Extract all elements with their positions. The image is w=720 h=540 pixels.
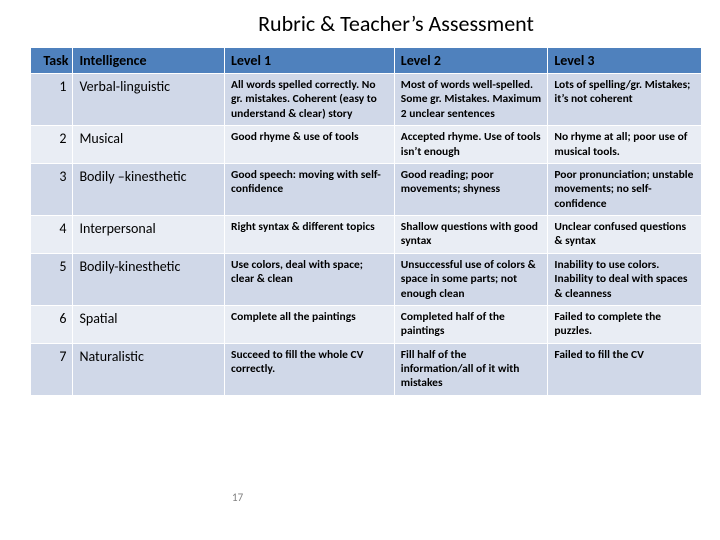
task-number: 1 [31,74,73,126]
level3-cell: Failed to complete the puzzles. [548,305,702,343]
rubric-table: Task Intelligence Level 1 Level 2 Level … [30,47,702,396]
intelligence-cell: Spatial [73,305,225,343]
intelligence-cell: Bodily-kinesthetic [73,253,225,305]
table-row: 1 Verbal-linguistic All words spelled co… [31,74,702,126]
col-level-3: Level 3 [548,48,702,74]
table-row: 6 Spatial Complete all the paintings Com… [31,305,702,343]
table-row: 7 Naturalistic Succeed to fill the whole… [31,343,702,395]
intelligence-cell: Interpersonal [73,216,225,254]
intelligence-cell: Verbal-linguistic [73,74,225,126]
level3-cell: Poor pronunciation; unstable movements; … [548,163,702,215]
task-number: 6 [31,305,73,343]
level1-cell: Good rhyme & use of tools [225,126,395,164]
intelligence-cell: Naturalistic [73,343,225,395]
slide-number: 17 [232,491,243,504]
table-row: 3 Bodily –kinesthetic Good speech: movin… [31,163,702,215]
intelligence-cell: Bodily –kinesthetic [73,163,225,215]
level1-cell: Complete all the paintings [225,305,395,343]
level2-cell: Most of words well-spelled. Some gr. Mis… [394,74,548,126]
col-level-2: Level 2 [394,48,548,74]
level2-cell: Shallow questions with good syntax [394,216,548,254]
table-row: 2 Musical Good rhyme & use of tools Acce… [31,126,702,164]
col-task: Task [31,48,73,74]
level1-cell: All words spelled correctly. No gr. mist… [225,74,395,126]
page-title: Rubric & Teacher’s Assessment [90,10,702,37]
task-number: 2 [31,126,73,164]
task-number: 3 [31,163,73,215]
level3-cell: Failed to fill the CV [548,343,702,395]
table-row: 5 Bodily-kinesthetic Use colors, deal wi… [31,253,702,305]
table-header-row: Task Intelligence Level 1 Level 2 Level … [31,48,702,74]
level2-cell: Good reading; poor movements; shyness [394,163,548,215]
col-intelligence: Intelligence [73,48,225,74]
intelligence-cell: Musical [73,126,225,164]
level1-cell: Succeed to fill the whole CV correctly. [225,343,395,395]
level3-cell: Lots of spelling/gr. Mistakes; it’s not … [548,74,702,126]
level2-cell: Fill half of the information/all of it w… [394,343,548,395]
task-number: 5 [31,253,73,305]
level2-cell: Unsuccessful use of colors & space in so… [394,253,548,305]
col-level-1: Level 1 [225,48,395,74]
level3-cell: Unclear confused questions & syntax [548,216,702,254]
slide: Rubric & Teacher’s Assessment Task Intel… [0,0,720,540]
level1-cell: Good speech: moving with self-confidence [225,163,395,215]
level3-cell: Inability to use colors. Inability to de… [548,253,702,305]
task-number: 4 [31,216,73,254]
table-row: 4 Interpersonal Right syntax & different… [31,216,702,254]
level1-cell: Use colors, deal with space; clear & cle… [225,253,395,305]
level2-cell: Completed half of the paintings [394,305,548,343]
level2-cell: Accepted rhyme. Use of tools isn’t enoug… [394,126,548,164]
level3-cell: No rhyme at all; poor use of musical too… [548,126,702,164]
level1-cell: Right syntax & different topics [225,216,395,254]
task-number: 7 [31,343,73,395]
